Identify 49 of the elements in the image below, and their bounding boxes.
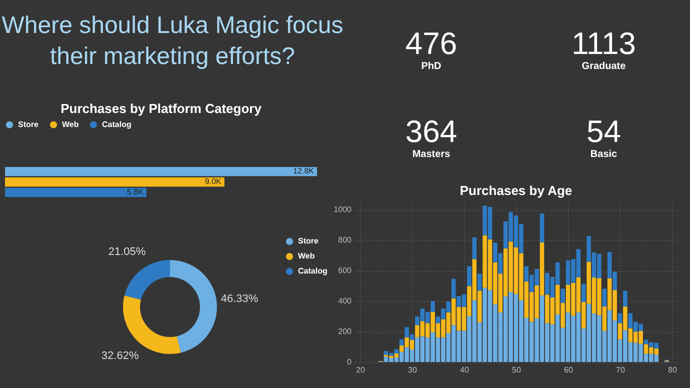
bar [602,288,607,307]
bar [430,301,435,312]
bar [560,288,565,303]
bar [581,284,586,302]
legend-label: Store [298,236,319,246]
x-tick-label: 30 [408,366,418,374]
x-tick-label: 40 [460,366,470,374]
category-label: Graduate [580,61,627,72]
legend-label: Web [298,252,315,260]
legend-label: Web [62,120,79,129]
text: Where should Luka Magic focus their marketing efforts? [0,11,344,72]
bar [618,313,622,324]
chart-title: Purchases by Age [460,183,572,198]
data-label: 32.62% [101,350,139,362]
bar [399,339,404,346]
donut-slice [170,260,217,353]
bar [472,237,477,260]
y-tick-label: 800 [338,236,352,245]
bar [477,274,482,291]
x-tick-label: 50 [512,366,522,374]
legend-label: Catalog [298,266,328,276]
donut-slice [124,260,170,300]
x-tick-label: 60 [564,366,574,374]
bar [467,266,472,286]
x-tick-label: 70 [616,366,626,374]
x-tick-label: 80 [668,366,678,374]
bar [540,214,544,243]
data-label: 9.0K [204,177,222,186]
category-label: Masters [411,149,452,160]
x-tick-label: 20 [356,366,366,374]
data-label: 364 [404,114,458,149]
data-label: 54 [586,114,622,149]
y-tick-label: 600 [338,266,352,276]
data-label: 5.8K [126,187,144,196]
y-tick-label: 1000 [334,205,352,214]
y-tick-label: 0 [347,358,352,366]
legend-label: Catalog [102,120,132,129]
data-label: 476 [404,26,458,61]
bar [623,290,628,307]
data-label: 46.33% [220,292,258,305]
data-label: 21.05% [108,246,146,258]
y-tick-label: 400 [338,296,352,306]
y-tick-label: 200 [338,327,352,336]
data-label: 1113 [570,26,637,61]
category-label: PhD [420,61,442,72]
data-label: 12.8K [293,166,315,176]
chart-title: Purchases by Platform Category [60,101,262,116]
legend-label: Store [18,120,39,129]
category-label: Basic [589,149,618,160]
